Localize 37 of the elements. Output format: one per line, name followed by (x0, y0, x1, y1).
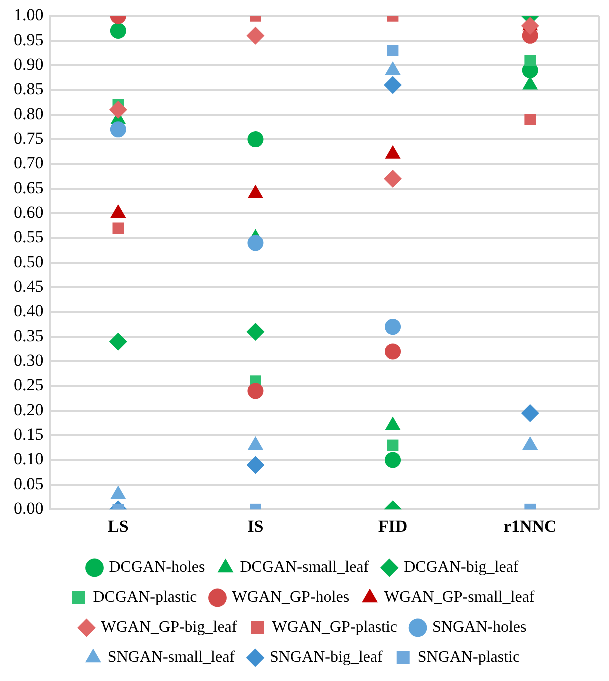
y-tick-label: 0.80 (14, 104, 44, 124)
x-tick-label: LS (108, 517, 129, 536)
y-tick-label: 0.30 (14, 351, 44, 370)
y-tick-label: 0.40 (14, 302, 44, 321)
y-tick-label: 0.05 (14, 474, 44, 494)
y-tick-label: 0.70 (14, 154, 44, 173)
legend-label: SNGAN-small_leaf (108, 649, 236, 666)
legend-label: DCGAN-holes (109, 559, 206, 576)
legend-label: SNGAN-plastic (418, 649, 520, 666)
y-tick-label: 0.90 (14, 55, 44, 74)
y-tick-label: 0.15 (14, 425, 44, 444)
y-tick-label: 1.00 (14, 6, 44, 25)
legend-label: WGAN_GP-plastic (272, 619, 398, 636)
y-tick-label: 0.50 (14, 252, 44, 272)
legend-label: SNGAN-big_leaf (270, 649, 384, 666)
x-tick-label: r1NNC (504, 517, 557, 536)
y-tick-label: 0.75 (14, 129, 44, 148)
legend-label: DCGAN-small_leaf (240, 559, 370, 576)
y-tick-label: 0.60 (14, 203, 44, 222)
y-tick-label: 0.55 (14, 228, 44, 247)
y-tick-label: 0.10 (14, 450, 44, 469)
legend-label: WGAN_GP-big_leaf (101, 619, 238, 636)
y-tick-label: 0.85 (14, 80, 44, 99)
legend-label: SNGAN-holes (432, 619, 527, 636)
legend-label: DCGAN-plastic (93, 589, 198, 606)
y-tick-label: 0.35 (14, 326, 44, 346)
x-tick-label: FID (378, 517, 408, 536)
y-tick-label: 0.00 (14, 499, 44, 518)
legend-label: WGAN_GP-holes (232, 589, 350, 606)
legend-label: DCGAN-big_leaf (404, 559, 520, 576)
legend-label: WGAN_GP-small_leaf (384, 589, 536, 606)
y-tick-label: 0.25 (14, 376, 44, 395)
y-tick-label: 0.20 (14, 400, 44, 420)
y-tick-label: 0.65 (14, 178, 44, 198)
y-tick-label: 0.45 (14, 277, 44, 296)
x-tick-label: IS (248, 517, 264, 536)
y-tick-label: 0.95 (14, 30, 44, 50)
